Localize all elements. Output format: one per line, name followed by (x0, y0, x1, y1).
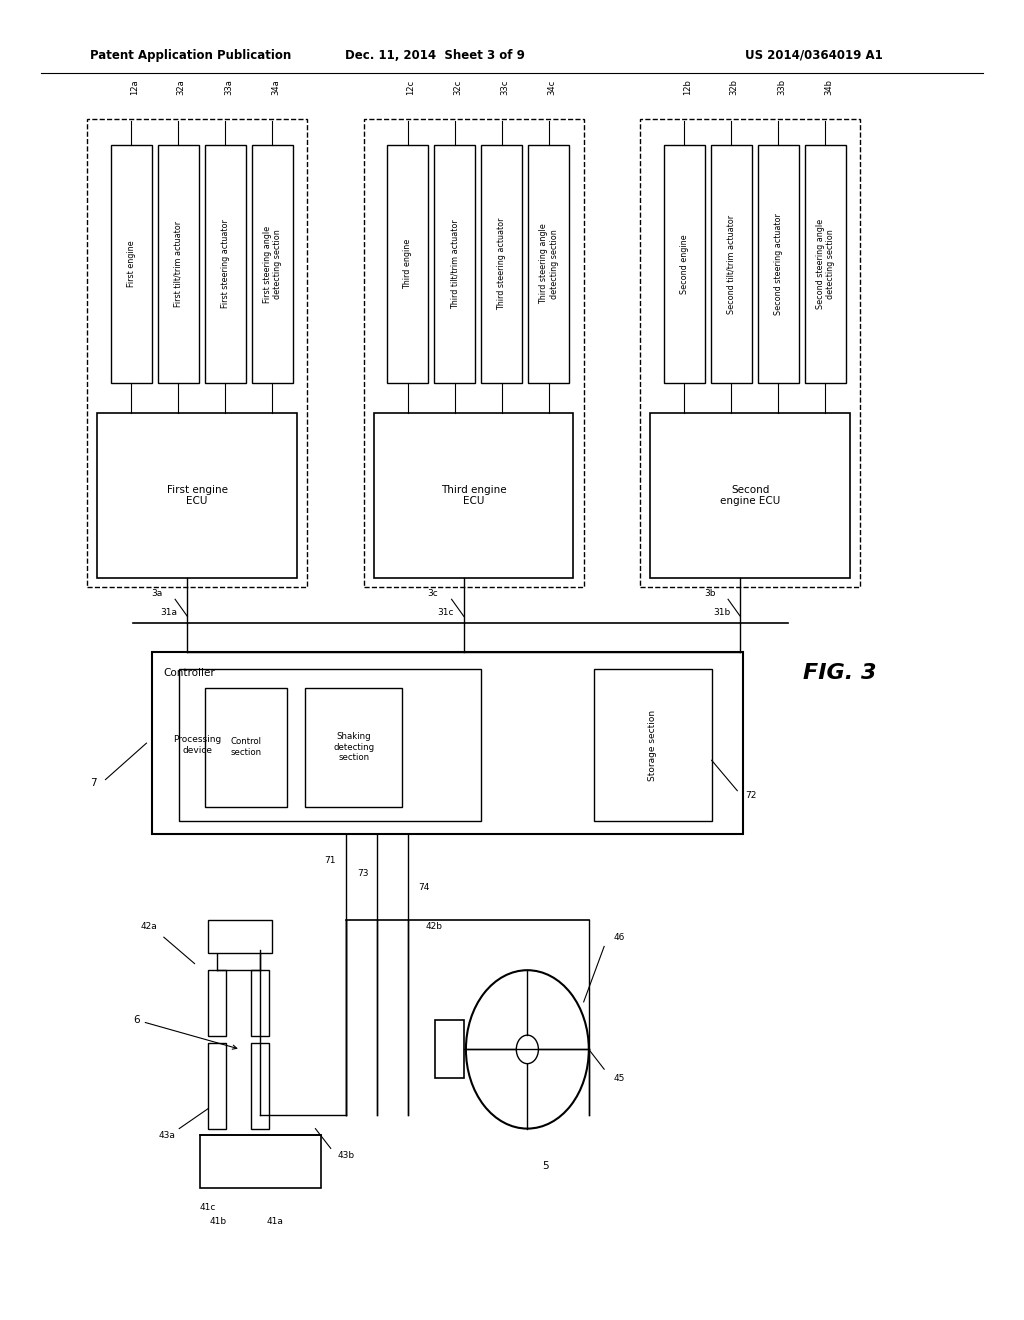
FancyBboxPatch shape (481, 145, 522, 383)
FancyBboxPatch shape (179, 669, 481, 821)
Text: Processing
device: Processing device (173, 735, 222, 755)
Text: 6: 6 (133, 1015, 237, 1049)
Text: 12b: 12b (683, 79, 691, 95)
Text: 5: 5 (543, 1160, 549, 1171)
FancyBboxPatch shape (205, 688, 287, 807)
Text: 33b: 33b (777, 79, 785, 95)
Text: Second tilt/trim actuator: Second tilt/trim actuator (727, 214, 735, 314)
Text: 43a: 43a (159, 1131, 175, 1139)
Text: 31c: 31c (437, 609, 454, 616)
Text: 34c: 34c (548, 79, 556, 95)
FancyBboxPatch shape (305, 688, 402, 807)
Text: Shaking
detecting
section: Shaking detecting section (333, 733, 375, 762)
Text: 33a: 33a (224, 79, 232, 95)
Text: 72: 72 (744, 791, 757, 800)
Text: FIG. 3: FIG. 3 (803, 663, 877, 684)
FancyBboxPatch shape (374, 413, 573, 578)
Text: 73: 73 (357, 870, 369, 878)
Text: 45: 45 (613, 1074, 626, 1082)
Text: 74: 74 (418, 883, 429, 891)
Text: Third engine: Third engine (403, 239, 412, 289)
Text: 33c: 33c (501, 79, 509, 95)
Text: 32c: 32c (454, 79, 462, 95)
FancyBboxPatch shape (208, 920, 272, 953)
Text: 31b: 31b (714, 609, 730, 616)
FancyBboxPatch shape (711, 145, 752, 383)
Text: Controller: Controller (164, 668, 216, 678)
Text: 12a: 12a (130, 79, 138, 95)
FancyBboxPatch shape (158, 145, 199, 383)
FancyBboxPatch shape (528, 145, 569, 383)
Text: 43b: 43b (338, 1151, 354, 1159)
FancyBboxPatch shape (251, 1043, 269, 1129)
Text: 42a: 42a (140, 923, 157, 931)
Text: Second steering actuator: Second steering actuator (774, 213, 782, 315)
Text: 3c: 3c (428, 590, 438, 598)
FancyBboxPatch shape (387, 145, 428, 383)
Text: Patent Application Publication: Patent Application Publication (90, 49, 292, 62)
Text: Dec. 11, 2014  Sheet 3 of 9: Dec. 11, 2014 Sheet 3 of 9 (345, 49, 525, 62)
Text: Second engine: Second engine (680, 234, 688, 294)
FancyBboxPatch shape (87, 119, 307, 587)
Text: 71: 71 (325, 857, 336, 865)
FancyBboxPatch shape (251, 970, 269, 1036)
Text: 46: 46 (613, 933, 626, 941)
Text: Control
section: Control section (230, 738, 261, 756)
Text: First steering actuator: First steering actuator (221, 219, 229, 309)
FancyBboxPatch shape (650, 413, 850, 578)
Text: 3b: 3b (703, 590, 716, 598)
FancyBboxPatch shape (200, 1135, 321, 1188)
Text: 3a: 3a (152, 590, 162, 598)
Text: 41c: 41c (200, 1204, 216, 1212)
FancyBboxPatch shape (111, 145, 152, 383)
Text: Second
engine ECU: Second engine ECU (720, 484, 780, 507)
Text: First tilt/trim actuator: First tilt/trim actuator (174, 220, 182, 308)
Text: Third engine
ECU: Third engine ECU (440, 484, 507, 507)
FancyBboxPatch shape (252, 145, 293, 383)
Text: 34a: 34a (271, 79, 280, 95)
FancyBboxPatch shape (435, 1020, 464, 1078)
FancyBboxPatch shape (205, 145, 246, 383)
Text: First steering angle
detecting section: First steering angle detecting section (263, 226, 282, 302)
Text: First engine: First engine (127, 240, 135, 288)
Text: 31a: 31a (161, 609, 177, 616)
Text: 42b: 42b (426, 923, 443, 931)
FancyBboxPatch shape (664, 145, 705, 383)
Text: US 2014/0364019 A1: US 2014/0364019 A1 (744, 49, 883, 62)
Text: 7: 7 (90, 779, 96, 788)
Text: 41a: 41a (266, 1217, 283, 1225)
Text: 34b: 34b (824, 79, 833, 95)
FancyBboxPatch shape (152, 652, 743, 834)
Text: 32a: 32a (177, 79, 185, 95)
Text: 12c: 12c (407, 81, 415, 95)
Text: Third tilt/trim actuator: Third tilt/trim actuator (451, 219, 459, 309)
FancyBboxPatch shape (758, 145, 799, 383)
Text: Third steering angle
detecting section: Third steering angle detecting section (540, 223, 558, 305)
Text: Storage section: Storage section (648, 710, 657, 780)
Text: Third steering actuator: Third steering actuator (498, 218, 506, 310)
FancyBboxPatch shape (208, 1043, 226, 1129)
Text: 41b: 41b (210, 1217, 227, 1225)
FancyBboxPatch shape (208, 970, 226, 1036)
FancyBboxPatch shape (434, 145, 475, 383)
FancyBboxPatch shape (805, 145, 846, 383)
Text: 32b: 32b (730, 79, 738, 95)
FancyBboxPatch shape (364, 119, 584, 587)
Text: Second steering angle
detecting section: Second steering angle detecting section (816, 219, 835, 309)
FancyBboxPatch shape (97, 413, 297, 578)
FancyBboxPatch shape (640, 119, 860, 587)
Text: First engine
ECU: First engine ECU (167, 484, 227, 507)
FancyBboxPatch shape (594, 669, 712, 821)
